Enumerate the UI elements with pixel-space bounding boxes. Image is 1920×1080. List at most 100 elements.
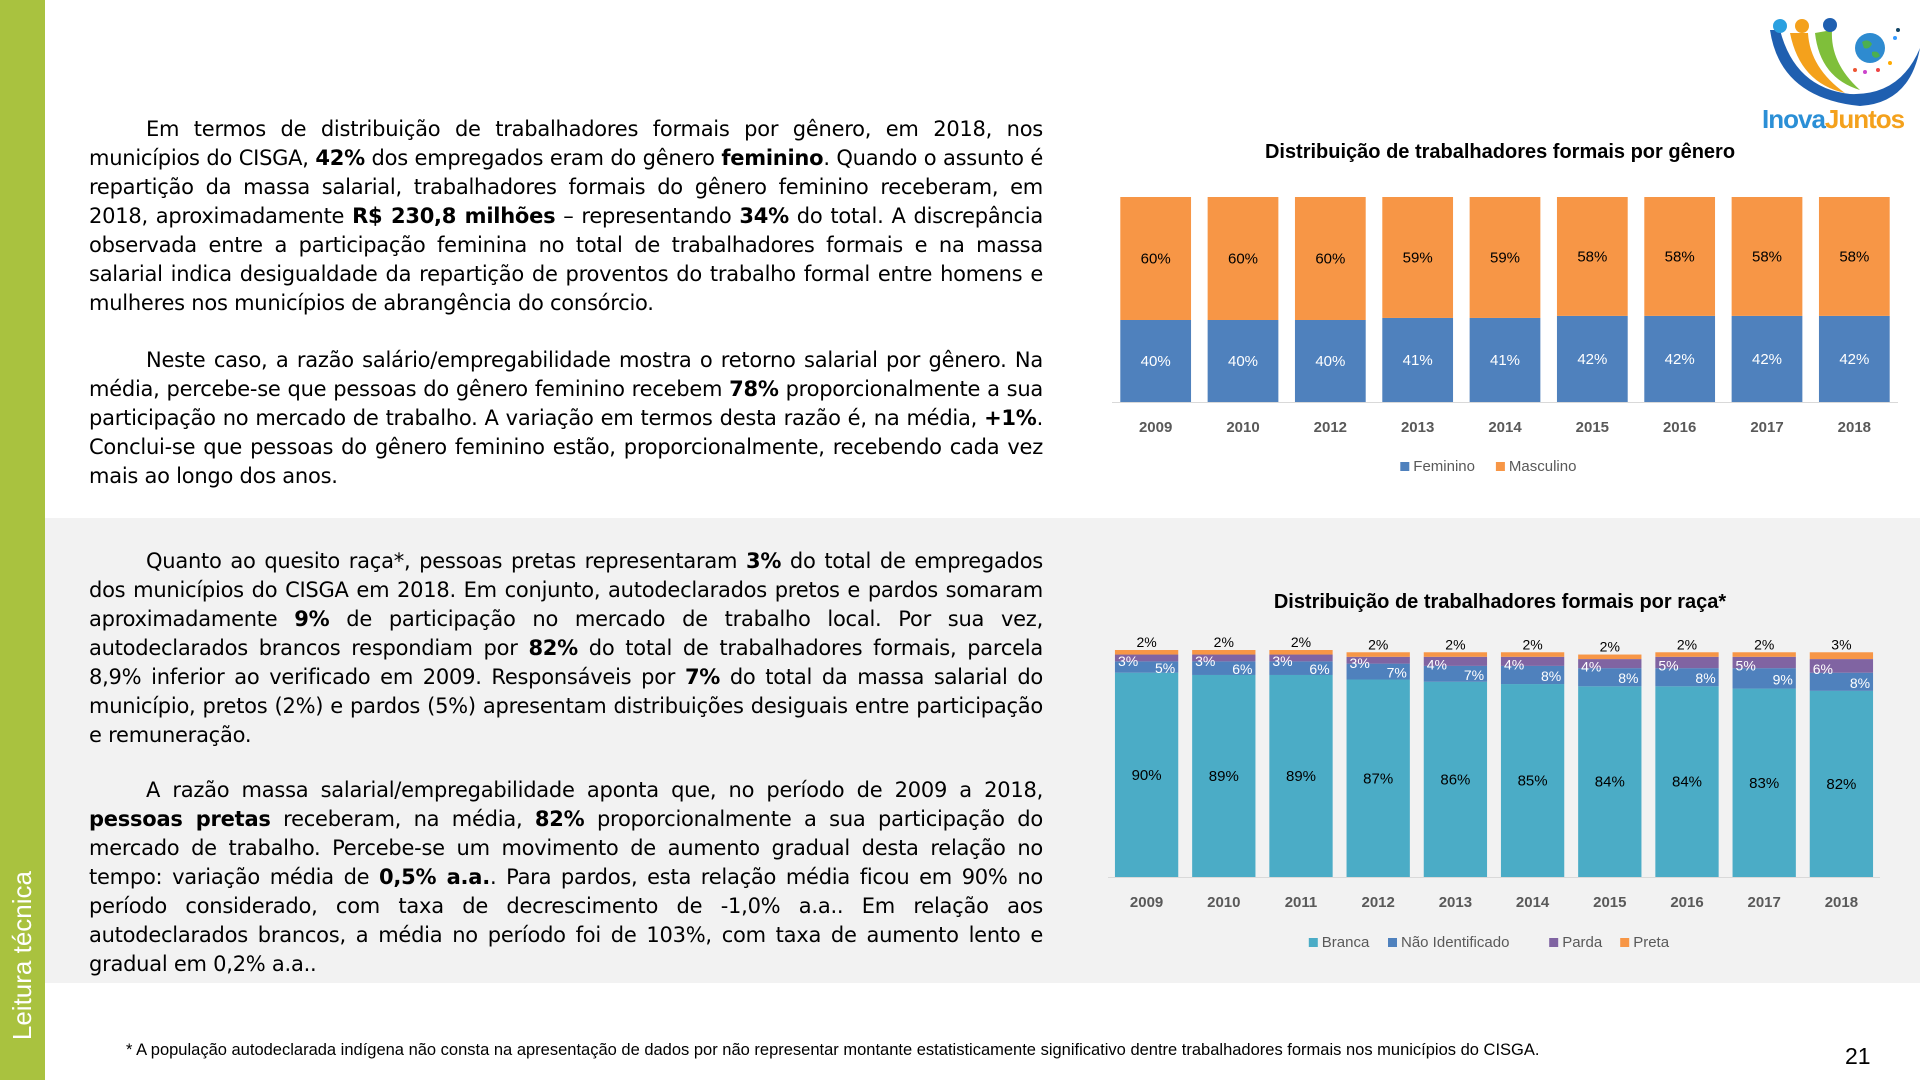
- bar-segment-feminino: [1382, 317, 1454, 402]
- data-label: 84%: [1595, 774, 1625, 791]
- text-segment: . Conclui-se que pessoas do gênero femin…: [89, 406, 1043, 488]
- bar-segment-masculino: [1207, 197, 1279, 320]
- data-label: 58%: [1665, 248, 1695, 265]
- data-label: 58%: [1752, 248, 1782, 265]
- highlight-text: 9%: [294, 607, 330, 631]
- highlight-text: R$ 230,8 milhões: [352, 204, 556, 228]
- bar-segment-feminino: [1207, 320, 1279, 402]
- highlight-text: 82%: [534, 807, 585, 831]
- page-number: 21: [1845, 1043, 1871, 1069]
- bar-segment-feminino: [1120, 320, 1192, 402]
- bar-segment-masculino: [1294, 197, 1366, 320]
- legend-swatch: [1388, 938, 1397, 947]
- bar-segment-parda: [1732, 656, 1796, 669]
- x-tick-label: 2013: [1401, 419, 1434, 436]
- bar-segment-branca: [1269, 674, 1333, 877]
- highlight-text: 42%: [315, 146, 365, 170]
- highlight-text: 7%: [684, 665, 721, 689]
- text-column-gender: Em termos de distribuição de trabalhador…: [89, 115, 1043, 491]
- data-label: 5%: [1658, 657, 1678, 673]
- bar-segment-n-o-identificado: [1269, 661, 1333, 675]
- bar-segment-masculino: [1469, 197, 1541, 318]
- data-label: 41%: [1403, 352, 1433, 369]
- x-tick-label: 2014: [1516, 894, 1550, 911]
- chart-race: Distribuição de trabalhadores formais po…: [1108, 591, 1880, 951]
- bar-segment-preta: [1269, 650, 1333, 655]
- text-segment: . Quando o assunto é repartição da massa…: [89, 146, 1043, 228]
- legend-label: Preta: [1633, 934, 1670, 951]
- text-segment: do total da massa salarial do município,…: [89, 665, 1043, 747]
- data-label: 3%: [1195, 653, 1215, 669]
- data-label: 6%: [1232, 661, 1252, 677]
- bar-segment-masculino: [1120, 197, 1192, 320]
- data-label: 87%: [1363, 770, 1393, 787]
- bar-segment-branca: [1809, 690, 1874, 877]
- bar-segment-branca: [1423, 681, 1488, 877]
- bar-segment-n-o-identificado: [1809, 672, 1874, 691]
- data-label: 42%: [1839, 351, 1869, 368]
- data-label: 8%: [1541, 668, 1561, 684]
- paragraph-gender-ratio: Neste caso, a razão salário/empregabilid…: [89, 346, 1043, 491]
- bar-segment-feminino: [1644, 315, 1716, 402]
- data-label: 40%: [1228, 353, 1258, 370]
- x-tick-label: 2017: [1750, 419, 1783, 436]
- data-label: 8%: [1850, 675, 1870, 691]
- text-segment: A razão massa salarial/empregabilidade a…: [146, 778, 1043, 802]
- text-segment: – representando: [555, 204, 740, 228]
- highlight-text: 78%: [729, 377, 779, 401]
- bar-segment-preta: [1423, 652, 1488, 657]
- legend-label: Masculino: [1509, 458, 1577, 475]
- bar-segment-n-o-identificado: [1114, 661, 1179, 673]
- data-label: 60%: [1228, 251, 1258, 268]
- x-tick-label: 2012: [1314, 419, 1347, 436]
- bar-segment-parda: [1655, 656, 1719, 669]
- data-label: 85%: [1518, 773, 1548, 790]
- bar-segment-masculino: [1731, 197, 1803, 316]
- data-label: 2%: [1368, 636, 1388, 652]
- data-label: 58%: [1839, 248, 1869, 265]
- bar-segment-preta: [1114, 650, 1179, 655]
- data-label: 2%: [1754, 636, 1774, 652]
- data-label: 42%: [1665, 351, 1695, 368]
- bar-segment-branca: [1655, 686, 1719, 877]
- data-label: 2%: [1522, 636, 1542, 652]
- data-label: 2%: [1214, 634, 1234, 650]
- data-label: 3%: [1118, 653, 1138, 669]
- logo-text: InovaJuntos: [1762, 104, 1905, 134]
- bar-segment-branca: [1732, 688, 1796, 877]
- data-label: 6%: [1309, 661, 1329, 677]
- bar-segment-n-o-identificado: [1500, 665, 1565, 685]
- data-label: 42%: [1752, 351, 1782, 368]
- bar-segment-parda: [1269, 654, 1333, 662]
- bar-segment-branca: [1578, 686, 1642, 877]
- data-label: 90%: [1132, 767, 1162, 784]
- bar-segment-n-o-identificado: [1732, 668, 1796, 689]
- data-label: 82%: [1826, 776, 1856, 793]
- data-label: 7%: [1464, 667, 1484, 683]
- bar-segment-feminino: [1818, 315, 1890, 402]
- chart-title: Distribuição de trabalhadores formais po…: [1265, 141, 1735, 163]
- bar-segment-preta: [1192, 650, 1256, 655]
- bar-segment-parda: [1500, 656, 1565, 666]
- data-label: 58%: [1577, 248, 1607, 265]
- x-tick-label: 2010: [1207, 894, 1240, 911]
- x-tick-label: 2018: [1838, 419, 1871, 436]
- bar-segment-preta: [1809, 652, 1874, 660]
- x-tick-label: 2009: [1130, 894, 1163, 911]
- data-label: 4%: [1427, 656, 1447, 672]
- bar-segment-preta: [1655, 652, 1719, 657]
- bar-segment-branca: [1346, 679, 1410, 877]
- x-tick-label: 2018: [1825, 894, 1858, 911]
- legend-swatch: [1549, 938, 1559, 947]
- bar-segment-masculino: [1644, 197, 1716, 316]
- bar-segment-feminino: [1731, 315, 1803, 402]
- x-tick-label: 2011: [1285, 894, 1318, 911]
- legend-swatch: [1308, 938, 1318, 947]
- data-label: 83%: [1749, 775, 1779, 792]
- data-label: 3%: [1272, 653, 1292, 669]
- data-label: 5%: [1736, 657, 1756, 673]
- chart-gender: Distribuição de trabalhadores formais po…: [1112, 141, 1898, 475]
- footnote: * A população autodeclarada indígena não…: [126, 1041, 1540, 1059]
- bar-segment-branca: [1500, 684, 1565, 877]
- data-label: 4%: [1581, 659, 1601, 675]
